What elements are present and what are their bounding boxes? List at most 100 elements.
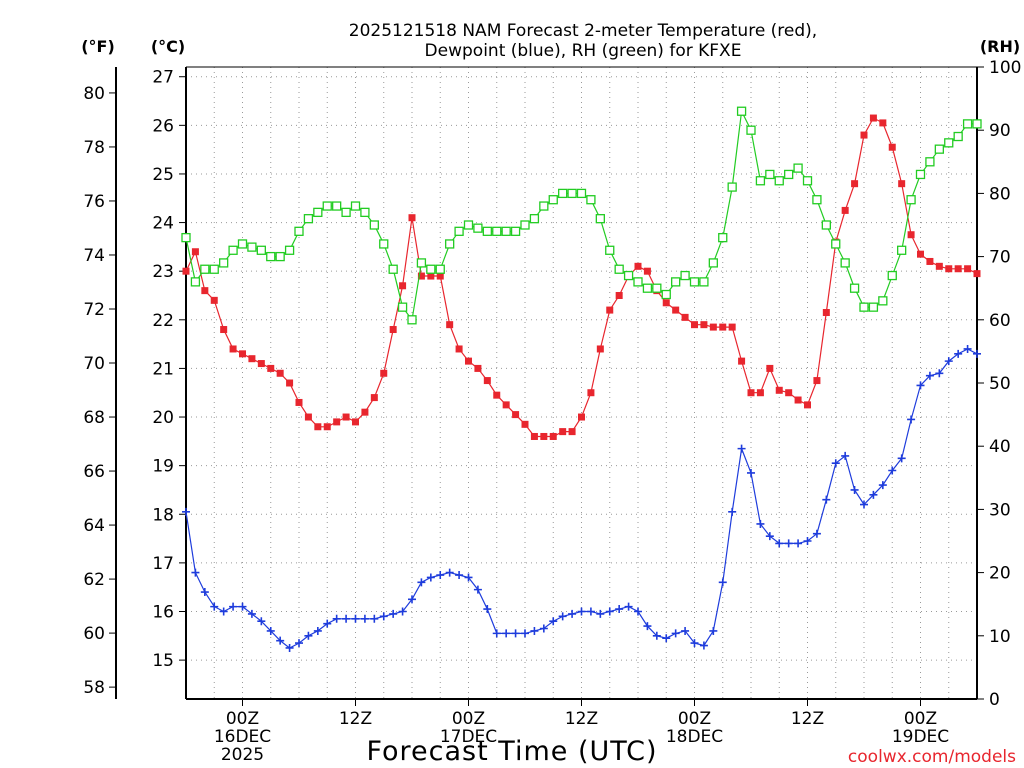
temperature-point xyxy=(709,323,717,331)
temperature-point xyxy=(964,265,972,273)
temperature-point xyxy=(615,291,623,299)
celsius-tick-label: 18 xyxy=(152,505,174,525)
temperature-point xyxy=(804,401,811,409)
temperature-point xyxy=(860,131,868,139)
dewpoint-point xyxy=(464,573,473,582)
temperature-point xyxy=(417,272,425,280)
dewpoint-point xyxy=(690,639,699,648)
dewpoint-point xyxy=(182,507,190,516)
temperature-point xyxy=(342,413,350,421)
rh-point xyxy=(906,195,916,205)
rh-point xyxy=(868,302,879,312)
dewpoint-point xyxy=(492,629,501,638)
temperature-point xyxy=(502,401,510,409)
rh-point xyxy=(586,195,596,205)
rh-point xyxy=(256,245,266,255)
temperature-point xyxy=(304,413,312,421)
rh-point xyxy=(397,302,408,312)
dewpoint-point xyxy=(775,539,784,548)
dewpoint-point xyxy=(389,609,398,618)
rh-point xyxy=(812,195,822,205)
x-tick-label: 12Z xyxy=(565,709,598,729)
dewpoint-point xyxy=(794,539,803,548)
dewpoint-point xyxy=(473,585,482,594)
dewpoint-point xyxy=(426,573,435,582)
rh-point xyxy=(463,220,474,230)
dewpoint-point xyxy=(907,415,916,424)
temperature-point xyxy=(399,282,407,290)
dewpoint-point xyxy=(558,612,567,621)
temperature-point xyxy=(380,369,388,377)
dewpoint-point xyxy=(502,629,511,638)
rh-tick-label: 80 xyxy=(989,184,1011,204)
dewpoint-point xyxy=(850,485,859,494)
dewpoint-point xyxy=(219,607,228,616)
temperature-point xyxy=(436,272,444,280)
rh-unit-label: (RH) xyxy=(980,37,1020,56)
dewpoint-point xyxy=(605,607,614,616)
dewpoint-point xyxy=(944,357,953,366)
rh-point xyxy=(755,176,766,186)
rh-point xyxy=(379,239,389,249)
x-tick-label: 16DEC xyxy=(214,727,271,747)
celsius-tick-label: 22 xyxy=(152,311,174,331)
dewpoint-point xyxy=(370,614,379,623)
dewpoint-point xyxy=(916,381,925,390)
dewpoint-point xyxy=(869,490,878,499)
dewpoint-point xyxy=(699,641,708,650)
rh-point xyxy=(831,239,841,249)
celsius-tick-label: 19 xyxy=(152,457,174,477)
dewpoint-point xyxy=(831,459,840,468)
temperature-point xyxy=(756,389,764,397)
temperature-point xyxy=(785,389,793,397)
temperature-point xyxy=(474,364,482,372)
dewpoint-point xyxy=(445,568,454,577)
temperature-point xyxy=(540,432,548,440)
dewpoint-point xyxy=(935,369,944,378)
rh-point xyxy=(313,207,323,218)
temperature-point xyxy=(672,306,680,314)
rh-point xyxy=(181,232,191,243)
temperature-point xyxy=(775,386,783,394)
dewpoint-point xyxy=(615,605,624,614)
rh-tick-label: 50 xyxy=(989,374,1011,394)
rh-point xyxy=(209,264,219,274)
temperature-point xyxy=(926,257,934,265)
series-layer xyxy=(181,106,982,652)
temperature-point xyxy=(691,321,698,329)
dewpoint-point xyxy=(812,529,821,538)
temperature-point xyxy=(662,299,670,307)
temperature-point xyxy=(841,206,849,214)
rh-point xyxy=(840,258,850,268)
rh-point xyxy=(859,302,869,312)
dewpoint-point xyxy=(247,609,256,618)
temperature-point xyxy=(530,432,538,440)
rh-point xyxy=(784,169,794,180)
fahrenheit-tick-label: 66 xyxy=(83,462,105,482)
dewpoint-point xyxy=(549,617,558,626)
dewpoint-point xyxy=(285,643,294,652)
rh-point xyxy=(699,277,709,287)
rh-point xyxy=(548,195,558,205)
dewpoint-point xyxy=(652,631,661,640)
fahrenheit-tick-label: 74 xyxy=(83,246,105,266)
celsius-tick-label: 23 xyxy=(152,262,174,282)
rh-point xyxy=(746,125,756,135)
rh-point xyxy=(962,119,973,129)
rh-tick-label: 70 xyxy=(989,248,1011,268)
celsius-tick-label: 17 xyxy=(152,554,174,574)
rh-point xyxy=(482,226,492,236)
temperature-point xyxy=(229,345,237,353)
x-tick-label: 00Z xyxy=(904,709,937,729)
temperature-point xyxy=(935,262,943,270)
rh-point xyxy=(595,214,605,224)
dewpoint-point xyxy=(963,344,972,353)
credit-label: coolwx.com/models xyxy=(848,747,1016,767)
dewpoint-line xyxy=(185,348,978,649)
x-tick-label: 00Z xyxy=(452,709,485,729)
temperature-point xyxy=(898,180,906,188)
rh-tick-label: 10 xyxy=(989,627,1011,647)
temperature-point xyxy=(681,313,689,321)
dewpoint-point xyxy=(238,602,247,611)
dewpoint-point xyxy=(360,614,369,623)
